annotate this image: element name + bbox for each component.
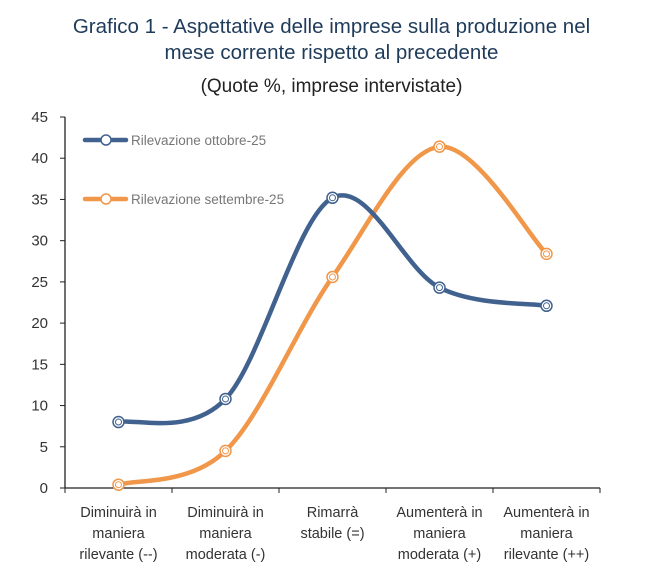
data-point-inner-0 bbox=[543, 302, 550, 310]
y-tick-label: 45 bbox=[31, 109, 48, 126]
data-point-0 bbox=[326, 191, 339, 205]
data-point-inner-1 bbox=[222, 447, 229, 455]
data-point-inner-1 bbox=[329, 273, 336, 281]
legend-marker-1 bbox=[100, 193, 112, 205]
x-category-label: moderata (+) bbox=[398, 547, 481, 563]
data-point-inner-1 bbox=[543, 250, 550, 258]
data-point-1 bbox=[112, 478, 125, 491]
x-category-label: rilevante (--) bbox=[79, 547, 157, 563]
x-category-label: Diminuirà in bbox=[187, 505, 264, 521]
data-point-0 bbox=[112, 415, 125, 429]
x-category-label: stabile (=) bbox=[300, 526, 364, 542]
y-tick-label: 35 bbox=[31, 191, 48, 208]
data-point-0 bbox=[433, 281, 446, 294]
y-tick-label: 25 bbox=[31, 274, 48, 291]
y-tick-label: 5 bbox=[40, 439, 48, 456]
x-category-label: maniera bbox=[413, 526, 466, 542]
y-tick-label: 10 bbox=[31, 398, 48, 415]
data-point-1 bbox=[219, 444, 232, 458]
x-category-label: rilevante (++) bbox=[504, 547, 589, 563]
legend-marker-0 bbox=[100, 134, 112, 146]
data-point-inner-0 bbox=[436, 284, 443, 292]
legend-label-0: Rilevazione ottobre-25 bbox=[131, 133, 266, 148]
x-category-label: Aumenterà in bbox=[503, 505, 589, 521]
chart-title: Grafico 1 - Aspettative delle imprese su… bbox=[0, 14, 663, 66]
chart-subtitle: (Quote %, imprese intervistate) bbox=[200, 76, 463, 97]
y-tick-label: 30 bbox=[31, 233, 48, 250]
x-category-label: maniera bbox=[199, 526, 252, 542]
data-point-inner-1 bbox=[115, 481, 122, 489]
data-point-inner-0 bbox=[115, 418, 122, 426]
x-category-label: Diminuirà in bbox=[80, 505, 157, 521]
y-tick-label: 15 bbox=[31, 356, 48, 373]
chart-title-line1: Grafico 1 - Aspettative delle imprese su… bbox=[72, 15, 591, 38]
x-category-label: moderata (-) bbox=[186, 547, 266, 563]
data-point-1 bbox=[326, 270, 339, 284]
data-point-1 bbox=[540, 247, 553, 261]
data-point-0 bbox=[219, 392, 232, 406]
y-tick-label: 40 bbox=[31, 150, 48, 167]
data-point-0 bbox=[540, 299, 553, 313]
x-category-label: Aumenterà in bbox=[396, 505, 482, 521]
data-point-1 bbox=[433, 140, 446, 153]
y-tick-label: 0 bbox=[40, 480, 48, 497]
series-line-0 bbox=[116, 193, 549, 426]
x-category-label: maniera bbox=[520, 526, 573, 542]
data-point-inner-0 bbox=[222, 395, 229, 403]
data-point-inner-1 bbox=[436, 143, 443, 151]
chart-title-line2: mese corrente rispetto al precedente bbox=[164, 41, 499, 64]
y-tick-label: 20 bbox=[31, 315, 48, 332]
legend-label-1: Rilevazione settembre-25 bbox=[131, 192, 284, 207]
x-category-label: Rimarrà bbox=[307, 505, 359, 521]
x-category-label: maniera bbox=[92, 526, 145, 542]
data-point-inner-0 bbox=[329, 194, 336, 202]
